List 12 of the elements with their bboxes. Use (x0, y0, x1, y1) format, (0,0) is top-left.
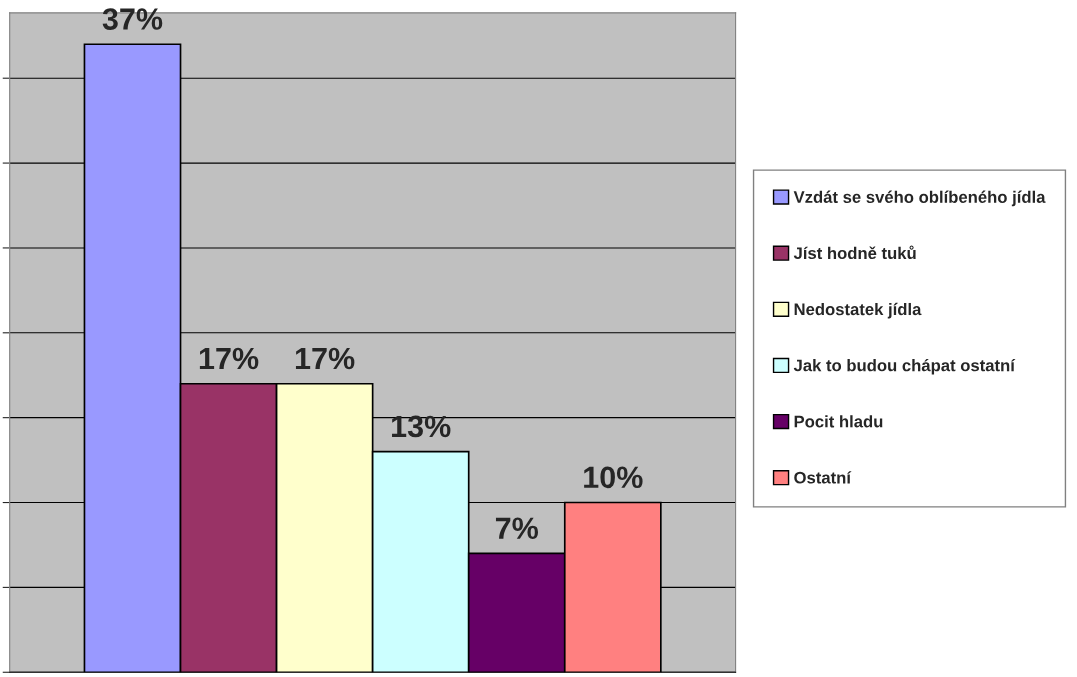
legend-label: Ostatní (794, 471, 852, 484)
legend-label: Jak to budou chápat ostatní (793, 358, 1016, 375)
data-label: 13% (392, 415, 451, 438)
legend-label: Pocit hladu (794, 415, 883, 428)
legend-label: Nedostatek jídla (794, 302, 922, 319)
legend-label: Jíst hodně tuků (793, 245, 916, 260)
legend-label: Vzdát se svého oblíbeného jídla (793, 190, 1046, 207)
data-label: 17% (295, 347, 355, 370)
data-label: 7% (495, 517, 539, 540)
data-label: 10% (584, 466, 643, 489)
data-label: 17% (199, 347, 259, 370)
data-label: 37% (102, 8, 163, 30)
